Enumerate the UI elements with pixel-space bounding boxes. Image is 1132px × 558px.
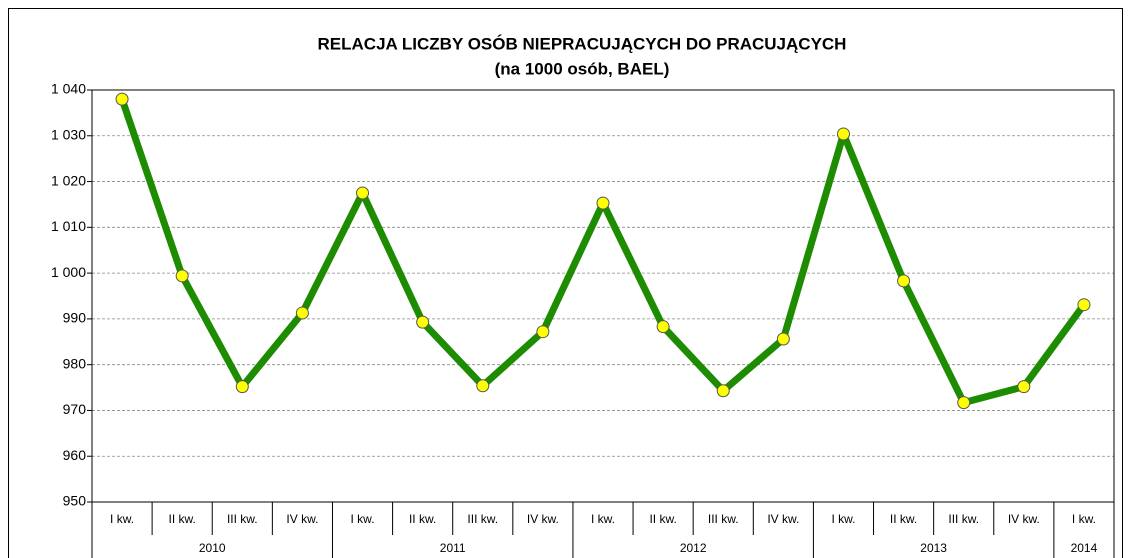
marker xyxy=(656,320,670,334)
chart-title: RELACJA LICZBY OSÓB NIEPRACUJĄCYCH DO PR… xyxy=(318,34,847,53)
marker xyxy=(536,325,550,339)
y-tick-label: 990 xyxy=(63,310,87,326)
y-tick-label: 1 040 xyxy=(51,81,86,97)
marker xyxy=(716,384,730,398)
x-tick-label: II kw. xyxy=(890,512,917,526)
marker xyxy=(235,380,249,394)
marker xyxy=(476,379,490,393)
year-label: 2012 xyxy=(680,541,707,555)
plot-border xyxy=(91,89,1115,503)
marker xyxy=(776,332,790,346)
x-tick-label: IV kw. xyxy=(767,512,799,526)
x-tick-label: I kw. xyxy=(831,512,855,526)
year-label: 2014 xyxy=(1071,541,1098,555)
x-tick-label: I kw. xyxy=(1072,512,1096,526)
marker xyxy=(596,196,610,210)
marker xyxy=(175,269,189,283)
x-tick-label: II kw. xyxy=(649,512,676,526)
marker xyxy=(957,396,971,410)
y-tick-label: 1 000 xyxy=(51,264,86,280)
marker xyxy=(295,306,309,320)
x-tick-label: I kw. xyxy=(110,512,134,526)
x-tick-label: III kw. xyxy=(227,512,258,526)
year-label: 2010 xyxy=(199,541,226,555)
y-tick-label: 960 xyxy=(63,447,87,463)
marker xyxy=(1077,298,1091,312)
x-tick-label: III kw. xyxy=(708,512,739,526)
marker xyxy=(836,127,850,141)
plot-area xyxy=(92,90,1114,502)
y-tick-label: 1 030 xyxy=(51,126,86,142)
x-tick-label: IV kw. xyxy=(1008,512,1040,526)
marker xyxy=(416,315,430,329)
x-tick-label: IV kw. xyxy=(286,512,318,526)
marker xyxy=(1017,380,1031,394)
year-label: 2011 xyxy=(440,541,466,555)
x-tick-label: III kw. xyxy=(467,512,498,526)
y-tick-label: 1 020 xyxy=(51,172,86,188)
x-tick-label: II kw. xyxy=(409,512,436,526)
y-tick-label: 980 xyxy=(63,355,87,371)
year-label: 2013 xyxy=(920,541,947,555)
x-tick-label: I kw. xyxy=(351,512,375,526)
x-tick-label: I kw. xyxy=(591,512,615,526)
marker xyxy=(115,92,129,106)
x-tick-label: IV kw. xyxy=(527,512,559,526)
chart-subtitle: (na 1000 osób, BAEL) xyxy=(495,59,670,78)
y-tick-label: 970 xyxy=(63,401,87,417)
x-tick-label: II kw. xyxy=(169,512,196,526)
marker xyxy=(356,186,370,200)
y-tick-label: 950 xyxy=(63,493,87,509)
marker xyxy=(897,274,911,288)
x-tick-label: III kw. xyxy=(948,512,979,526)
y-tick-label: 1 010 xyxy=(51,218,86,234)
